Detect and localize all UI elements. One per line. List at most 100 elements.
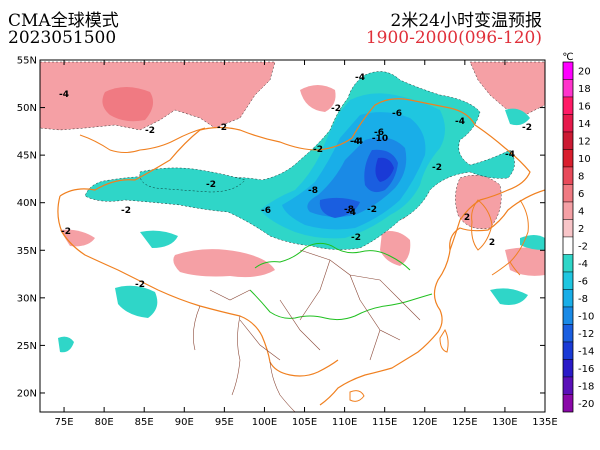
contour-label: -2 — [331, 104, 341, 114]
colorbar-label: -14 — [578, 347, 594, 358]
colorbar-swatch — [562, 394, 574, 413]
colorbar-swatch — [562, 341, 574, 360]
contour-label: -2 — [432, 163, 442, 173]
contour-label: -2 — [313, 145, 323, 155]
colorbar-swatch — [562, 289, 574, 308]
contour-label: -4 — [355, 73, 365, 83]
lon-tick-label: 110E — [332, 417, 357, 428]
lon-tick-label: 95E — [215, 417, 234, 428]
contour-label: -4 — [59, 90, 69, 100]
colorbar-label: -4 — [578, 259, 588, 270]
contour-label: -4 — [350, 137, 360, 147]
map-frame — [39, 59, 546, 413]
colorbar-frame — [562, 61, 574, 413]
hainan — [349, 390, 365, 402]
lon-tick-label: 75E — [55, 417, 74, 428]
colorbar-label: -20 — [578, 399, 594, 410]
colorbar-label: 12 — [578, 137, 591, 148]
colorbar-swatch — [562, 271, 574, 290]
contour-label: -6 — [392, 109, 402, 119]
korea — [471, 199, 493, 251]
lon-tick-label: 125E — [452, 417, 477, 428]
warm-area-central — [380, 231, 411, 266]
latitude-axis: 55N 50N 45N 40N 35N 30N 25N 20N — [17, 56, 545, 399]
colorbar-swatch — [562, 166, 574, 185]
cool-core — [375, 157, 394, 182]
colorbar-swatch — [562, 96, 574, 115]
contour-label: -4 — [346, 208, 356, 218]
lon-tick-label: 80E — [95, 417, 114, 428]
warm-area-manchuria — [455, 175, 502, 229]
contour-label: -2 — [61, 227, 71, 237]
contour-label: -6 — [374, 128, 384, 138]
contour-label: 2 — [464, 213, 470, 223]
colorbar-label: -16 — [578, 364, 594, 375]
colorbar: ℃ 20 18 16 14 12 10 8 6 4 2 -2 -4 -6 -8 -10 -12 -14 -16 -18… — [562, 52, 594, 413]
contour-label: -6 — [261, 206, 271, 216]
cool-area-west — [139, 167, 246, 193]
colorbar-label: 10 — [578, 154, 591, 165]
cool-area-japan-sea — [520, 235, 545, 250]
contour-label: -8 — [344, 205, 354, 215]
product-title: 2米24小时变温预报 — [390, 11, 542, 31]
contour-label: -10 — [372, 134, 388, 144]
colorbar-label: 16 — [578, 102, 591, 113]
cool-area-pearl — [58, 336, 74, 353]
colorbar-swatch — [562, 306, 574, 325]
lat-tick-label: 45N — [17, 151, 37, 162]
colorbar-label: -10 — [578, 312, 594, 323]
colorbar-swatch — [562, 236, 574, 255]
contour-label: -2 — [206, 180, 216, 190]
colorbar-label: -8 — [578, 294, 588, 305]
lon-tick-label: 135E — [532, 417, 557, 428]
lat-tick-label: 50N — [17, 103, 37, 114]
contour-label: 2 — [489, 238, 495, 248]
contour-label: -2 — [135, 280, 145, 290]
colorbar-label: -18 — [578, 382, 594, 393]
warm-area-tianshan — [60, 229, 95, 247]
lon-tick-label: 90E — [175, 417, 194, 428]
lon-tick-label: 100E — [252, 417, 277, 428]
lon-tick-label: 130E — [492, 417, 517, 428]
lat-tick-label: 55N — [17, 56, 37, 67]
lat-tick-label: 20N — [17, 388, 37, 399]
colorbar-label: 8 — [578, 172, 584, 183]
lat-tick-label: 25N — [17, 341, 37, 352]
province-lines — [209, 249, 421, 361]
cool-area-qinghai — [140, 230, 178, 248]
colorbar-unit: ℃ — [562, 52, 573, 63]
lat-tick-label: 40N — [17, 198, 37, 209]
colorbar-label: -2 — [578, 242, 588, 253]
init-time: 2023051500 — [8, 28, 117, 48]
warm-core-northwest — [102, 87, 154, 122]
colorbar-swatch — [562, 359, 574, 378]
colorbar-label: 2 — [578, 224, 584, 235]
contour-label: -2 — [522, 123, 532, 133]
contour-label: -2 — [217, 123, 227, 133]
contour-label: -4 — [455, 117, 465, 127]
contour-label: -4 — [353, 137, 363, 147]
lon-tick-label: 85E — [135, 417, 154, 428]
taiwan — [439, 328, 449, 353]
warm-area-mongolia — [300, 85, 336, 112]
southwest-border — [57, 195, 339, 377]
contour-labels: -4 -2 -4 -2 -2 -2 -4 -6 -8 -10 -4 -2 -6 -4 -2 -6 -4 -2 -8 -… — [59, 73, 532, 290]
cool-area-southwest — [115, 285, 158, 318]
colorbar-label: -12 — [578, 329, 594, 340]
valid-time-range: 1900-2000(096-120) — [365, 28, 542, 48]
colorbar-swatch — [562, 131, 574, 150]
colorbar-label: 6 — [578, 189, 584, 200]
cool-area-east-sea — [490, 288, 528, 305]
lon-tick-label: 105E — [292, 417, 317, 428]
colorbar-swatch — [562, 79, 574, 98]
colorbar-label: 20 — [578, 67, 591, 78]
china-border — [59, 98, 531, 251]
contour-label: -8 — [308, 186, 318, 196]
contour-label: -2 — [145, 126, 155, 136]
lat-tick-label: 30N — [17, 293, 37, 304]
warm-area-northwest — [40, 61, 276, 131]
colorbar-label: -6 — [578, 277, 588, 288]
yangtze-river — [249, 289, 433, 321]
colorbar-label: 14 — [578, 119, 591, 130]
